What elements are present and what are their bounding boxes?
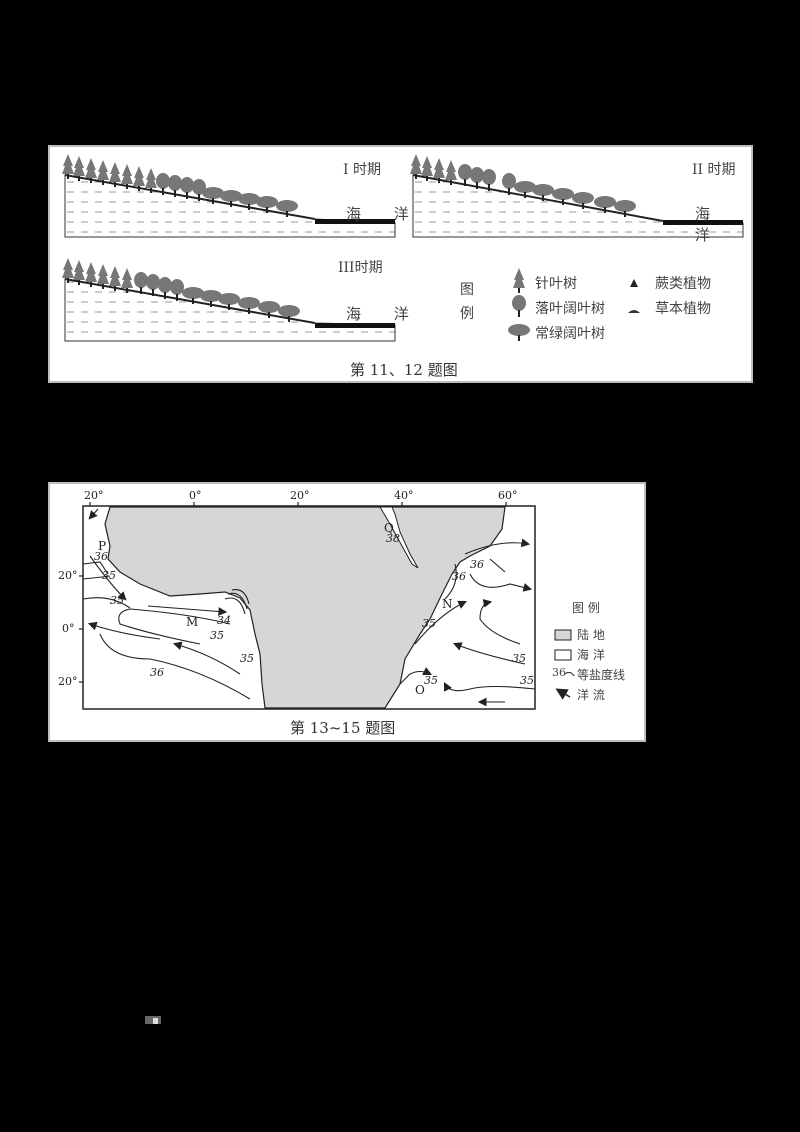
svg-text:35: 35 [110, 594, 124, 607]
legend-isohaline-sample: 36 [552, 666, 566, 679]
tick-left-0: 0° [62, 622, 75, 635]
svg-text:P: P [98, 539, 106, 553]
legend-title-2: 例 [460, 306, 474, 322]
sea-label-1: 海 洋 [346, 205, 423, 223]
legend-conifer: 针叶树 [535, 276, 577, 292]
svg-text:Q: Q [384, 521, 394, 535]
svg-text:35: 35 [512, 652, 526, 665]
panel-period-2 [410, 154, 744, 238]
map-legend-title: 图 例 [572, 601, 600, 615]
legend-fern: 蕨类植物 [655, 276, 711, 292]
svg-text:35: 35 [210, 629, 224, 642]
svg-text:36: 36 [150, 666, 164, 679]
svg-text:35: 35 [520, 674, 534, 687]
svg-text:36: 36 [452, 570, 466, 583]
legend-icons [508, 268, 640, 341]
tick-left-20s: 20° [58, 675, 78, 688]
panel-period-3 [62, 258, 396, 342]
tick-top-20w: 20° [84, 489, 104, 502]
legend-isohaline: 等盐度线 [577, 668, 626, 682]
svg-text:M: M [186, 615, 198, 629]
figure-vegetation-succession: I 时期 海 洋 II 时期 海 洋 III时期 海 洋 图 例 针叶树 落叶阔… [48, 145, 753, 383]
sea-label-2: 海 洋 [695, 205, 725, 244]
legend-title-1: 图 [460, 282, 474, 298]
tick-top-0: 0° [189, 489, 202, 502]
panel-period-1 [62, 154, 396, 238]
legend-evergreen: 常绿阔叶树 [535, 326, 605, 342]
tick-left-20n: 20° [58, 569, 78, 582]
tick-top-40e: 40° [394, 489, 414, 502]
legend-current: 洋 流 [577, 688, 605, 702]
period-1-label: I 时期 [343, 162, 381, 178]
legend-deciduous: 落叶阔叶树 [535, 301, 605, 317]
salinity-map: 36 35 35 34 35 35 36 38 36 35 35 35 35 36 P M Q N O [79, 502, 575, 710]
svg-text:N: N [442, 597, 453, 611]
svg-text:34: 34 [217, 614, 231, 627]
svg-text:38: 38 [386, 532, 400, 545]
tick-top-20e: 20° [290, 489, 310, 502]
period-3-label: III时期 [338, 260, 383, 276]
tick-top-60e: 60° [498, 489, 518, 502]
figure-1-caption: 第 11、12 题图 [350, 361, 458, 379]
svg-text:36: 36 [94, 550, 108, 563]
svg-text:35: 35 [422, 617, 436, 630]
figure-2-caption: 第 13~15 题图 [290, 719, 396, 737]
svg-text:35: 35 [240, 652, 254, 665]
svg-text:35: 35 [424, 674, 438, 687]
legend-land: 陆 地 [577, 628, 605, 642]
legend-grass: 草本植物 [655, 301, 711, 317]
artifact-mark [145, 1016, 161, 1024]
legend-ocean: 海 洋 [577, 648, 605, 662]
svg-text:O: O [415, 683, 425, 697]
period-2-label: II 时期 [692, 162, 736, 178]
vegetation-profiles [62, 154, 744, 342]
sea-label-3: 海 洋 [346, 305, 423, 323]
svg-text:35: 35 [102, 569, 116, 582]
svg-text:36: 36 [470, 558, 484, 571]
